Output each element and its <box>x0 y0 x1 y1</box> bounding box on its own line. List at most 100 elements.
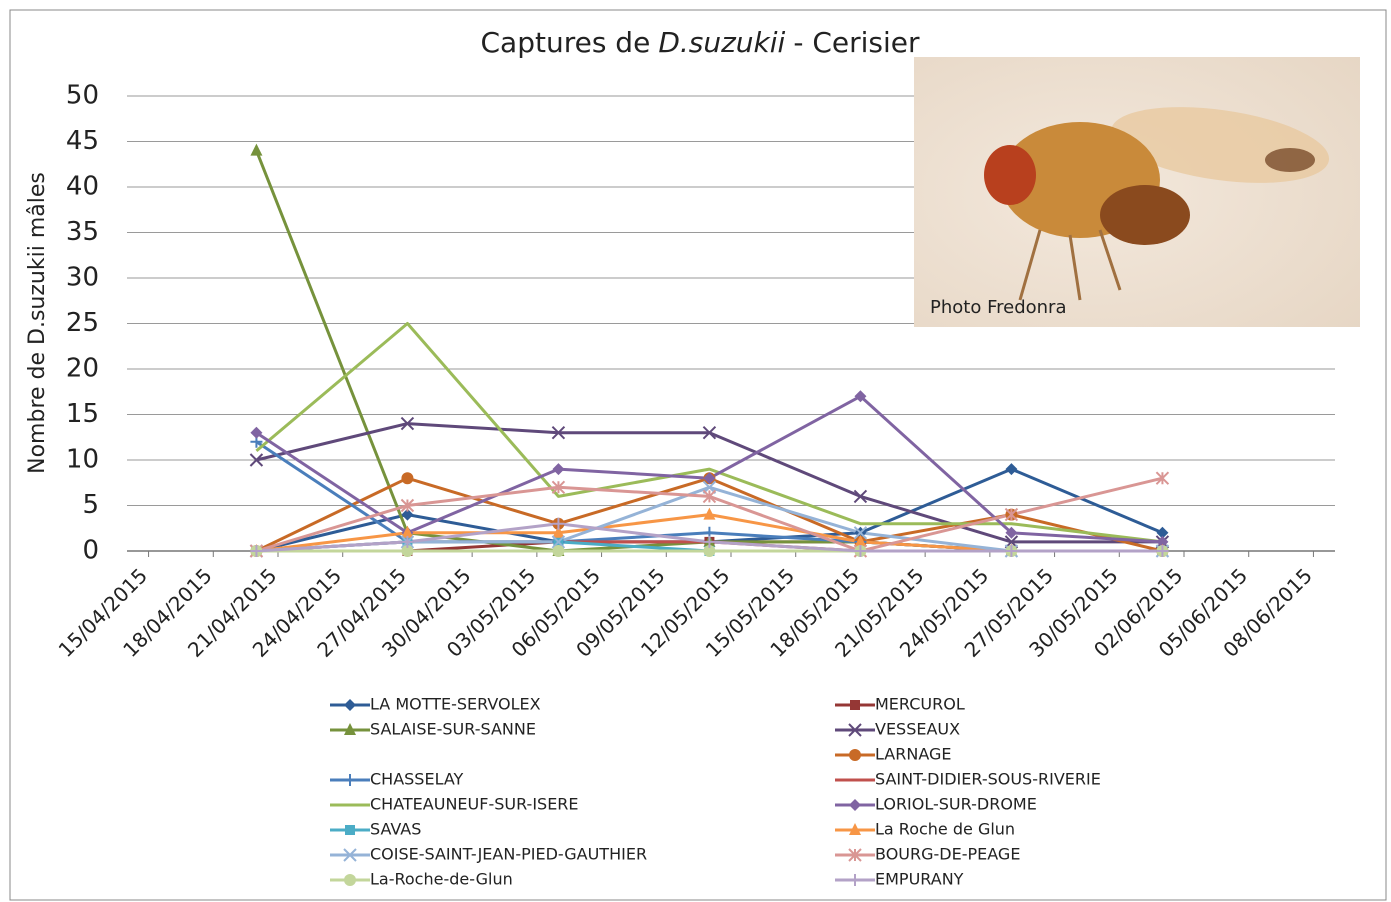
legend-item: EMPURANY <box>835 870 964 889</box>
title-part: Captures de <box>480 26 650 59</box>
legend-item: VESSEAUX <box>835 720 960 739</box>
title-italic: D.suzukii <box>658 26 785 59</box>
marker <box>401 525 414 538</box>
legend-marker <box>848 848 862 862</box>
legend-label: LORIOL-SUR-DROME <box>875 795 1037 814</box>
marker <box>250 426 263 439</box>
y-tick-label: 0 <box>82 536 99 566</box>
y-tick-label: 5 <box>82 490 99 520</box>
legend-item: La Roche de Glun <box>835 820 1015 839</box>
marker <box>1005 463 1018 476</box>
legend-label: SAINT-DIDIER-SOUS-RIVERIE <box>875 770 1101 789</box>
marker <box>250 143 263 156</box>
legend-item: SALAISE-SUR-SANNE <box>330 720 536 739</box>
legend-item: LARNAGE <box>835 745 951 764</box>
marker <box>552 517 565 530</box>
legend-label: BOURG-DE-PEAGE <box>875 845 1020 864</box>
marker <box>854 534 867 547</box>
legend-marker <box>848 723 862 737</box>
marker <box>552 463 565 476</box>
photo: Photo Fredonra <box>914 57 1360 327</box>
legend-item: SAVAS <box>330 820 421 839</box>
legend-marker <box>849 799 861 811</box>
marker <box>703 472 716 485</box>
y-tick-label: 50 <box>66 81 99 111</box>
legend-marker <box>344 874 356 886</box>
marker <box>401 535 414 548</box>
legend-marker <box>345 825 355 835</box>
legend-item: La-Roche-de-Glun <box>330 870 513 889</box>
marker <box>702 425 717 440</box>
y-tick-label: 25 <box>66 308 99 338</box>
legend-item: CHATEAUNEUF-SUR-ISERE <box>330 795 579 814</box>
marker <box>1155 471 1170 485</box>
marker <box>703 535 716 548</box>
legend-marker <box>850 700 860 710</box>
marker <box>854 545 867 557</box>
marker <box>702 489 717 504</box>
marker <box>854 390 867 403</box>
y-tick-label: 35 <box>66 217 99 247</box>
marker <box>551 425 566 440</box>
marker <box>249 453 264 467</box>
marker <box>1156 545 1169 557</box>
marker <box>401 508 414 521</box>
legend-marker <box>344 699 356 711</box>
marker <box>1005 526 1018 539</box>
chart-title: Captures de D.suzukii - Cerisier <box>480 26 920 59</box>
marker <box>400 416 415 431</box>
y-tick-label: 10 <box>66 445 99 475</box>
legend-item: SAINT-DIDIER-SOUS-RIVERIE <box>835 770 1101 789</box>
marker <box>853 489 868 504</box>
legend-label: La-Roche-de-Glun <box>370 870 513 889</box>
title-part: - Cerisier <box>793 26 920 59</box>
legend-item: LA MOTTE-SERVOLEX <box>330 695 541 714</box>
legend-label: VESSEAUX <box>875 720 960 739</box>
marker <box>1005 545 1018 557</box>
marker <box>551 535 566 549</box>
legend-item: CHASSELAY <box>330 770 464 789</box>
legend-item: LORIOL-SUR-DROME <box>835 795 1037 814</box>
legend-label: La Roche de Glun <box>875 820 1015 839</box>
marker <box>552 545 565 557</box>
marker <box>703 507 716 520</box>
legend-label: EMPURANY <box>875 870 964 889</box>
marker <box>551 480 566 495</box>
photo-credit: Photo Fredonra <box>930 297 1066 318</box>
marker <box>250 545 263 557</box>
legend-label: LA MOTTE-SERVOLEX <box>370 695 541 714</box>
marker <box>853 526 868 540</box>
legend-item: MERCUROL <box>835 695 965 714</box>
legend-label: LARNAGE <box>875 745 951 764</box>
series-line <box>255 322 1163 544</box>
legend-label: CHATEAUNEUF-SUR-ISERE <box>370 795 579 814</box>
marker <box>1004 507 1019 522</box>
legend-marker <box>344 774 356 786</box>
legend-label: SAVAS <box>370 820 421 839</box>
y-tick-label: 45 <box>66 126 99 156</box>
legend-item: BOURG-DE-PEAGE <box>835 845 1020 864</box>
legend-marker <box>849 874 861 886</box>
y-axis-label: Nombre de D.suzukii mâles <box>25 172 50 474</box>
legend-marker <box>344 723 356 735</box>
marker <box>703 545 716 557</box>
legend-label: COISE-SAINT-JEAN-PIED-GAUTHIER <box>370 845 647 864</box>
legend-label: MERCUROL <box>875 695 965 714</box>
y-tick-label: 40 <box>66 172 99 202</box>
marker <box>1156 535 1169 548</box>
legend-item: COISE-SAINT-JEAN-PIED-GAUTHIER <box>330 845 647 864</box>
legend-label: SALAISE-SUR-SANNE <box>370 720 536 739</box>
legend-label: CHASSELAY <box>370 770 464 789</box>
marker <box>552 525 565 538</box>
marker <box>401 472 414 485</box>
marker <box>401 545 414 557</box>
y-tick-label: 20 <box>66 354 99 384</box>
y-tick-label: 15 <box>66 399 99 429</box>
y-tick-label: 30 <box>66 263 99 293</box>
legend-marker <box>849 823 861 835</box>
legend-marker <box>343 848 357 862</box>
legend-marker <box>849 749 861 761</box>
marker <box>400 498 415 513</box>
